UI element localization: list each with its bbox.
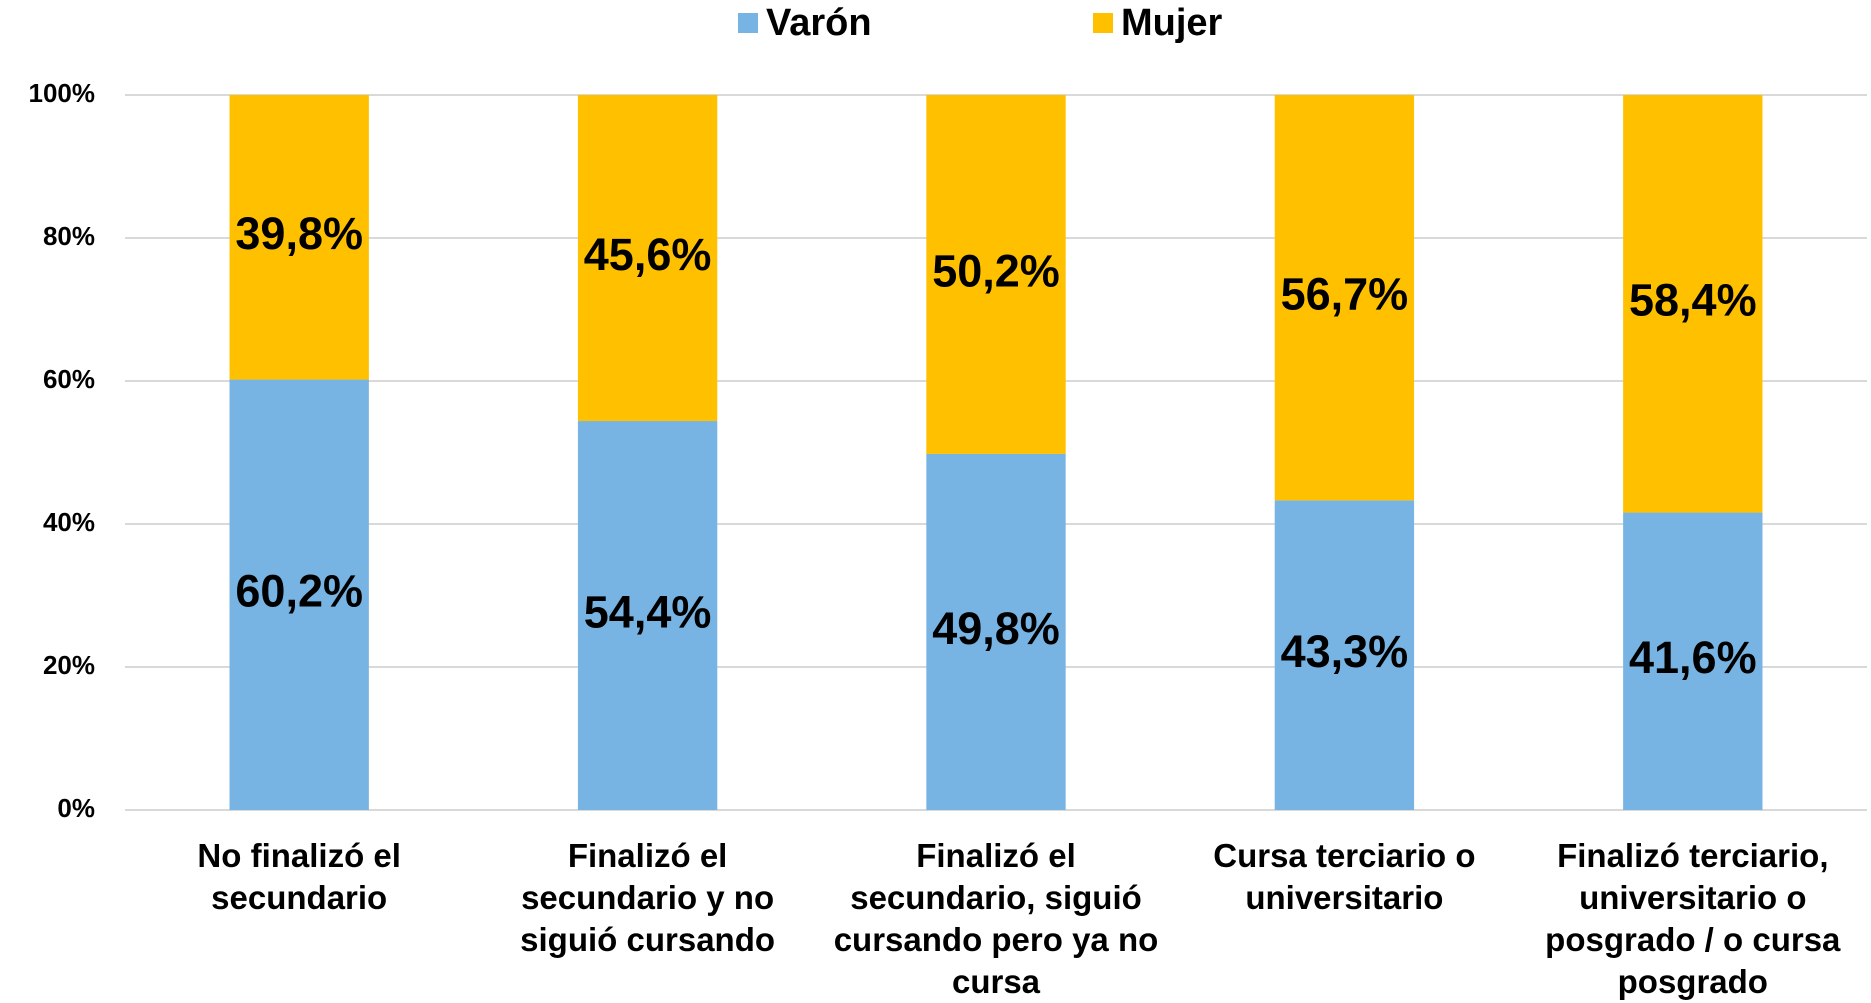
x-tick-label: Finalizó el secundario, siguió cursando … bbox=[833, 837, 1159, 1000]
y-tick-label: 0% bbox=[57, 793, 95, 823]
data-label: 39,8% bbox=[235, 208, 363, 259]
y-tick-label: 60% bbox=[43, 364, 95, 394]
legend-swatch bbox=[738, 13, 758, 33]
data-label: 43,3% bbox=[1281, 626, 1409, 677]
y-tick-label: 100% bbox=[29, 78, 96, 108]
bar-segment bbox=[926, 95, 1066, 454]
bar-segment bbox=[229, 379, 369, 810]
bar-segment bbox=[229, 95, 369, 380]
legend-swatch bbox=[1093, 13, 1113, 33]
y-tick-label: 20% bbox=[43, 650, 95, 680]
data-label: 54,4% bbox=[584, 586, 712, 637]
bar-segment bbox=[1274, 500, 1415, 810]
y-tick-label: 80% bbox=[43, 221, 95, 251]
legend-label: Mujer bbox=[1121, 2, 1223, 44]
data-label: 60,2% bbox=[235, 566, 363, 617]
x-tick-label: Cursa terciario o universitario bbox=[1213, 837, 1476, 916]
x-tick-label: Finalizó terciario, universitario o posg… bbox=[1545, 837, 1841, 1000]
bar-segment bbox=[1274, 95, 1415, 501]
y-tick-label: 40% bbox=[43, 507, 95, 537]
bar-segment bbox=[577, 95, 718, 422]
legend-label: Varón bbox=[766, 2, 872, 44]
data-label: 49,8% bbox=[932, 603, 1060, 654]
x-tick-label: Finalizó el secundario y no siguió cursa… bbox=[520, 837, 776, 958]
bar-segment bbox=[926, 453, 1066, 810]
bar-segment bbox=[577, 421, 718, 810]
data-label: 45,6% bbox=[584, 229, 712, 280]
x-tick-label: No finalizó el secundario bbox=[197, 837, 401, 916]
data-label: 50,2% bbox=[932, 245, 1060, 296]
data-label: 58,4% bbox=[1629, 275, 1757, 326]
bar-segment bbox=[1623, 95, 1763, 513]
bar-segment bbox=[1623, 512, 1763, 810]
data-label: 56,7% bbox=[1281, 269, 1409, 320]
data-label: 41,6% bbox=[1629, 632, 1757, 683]
